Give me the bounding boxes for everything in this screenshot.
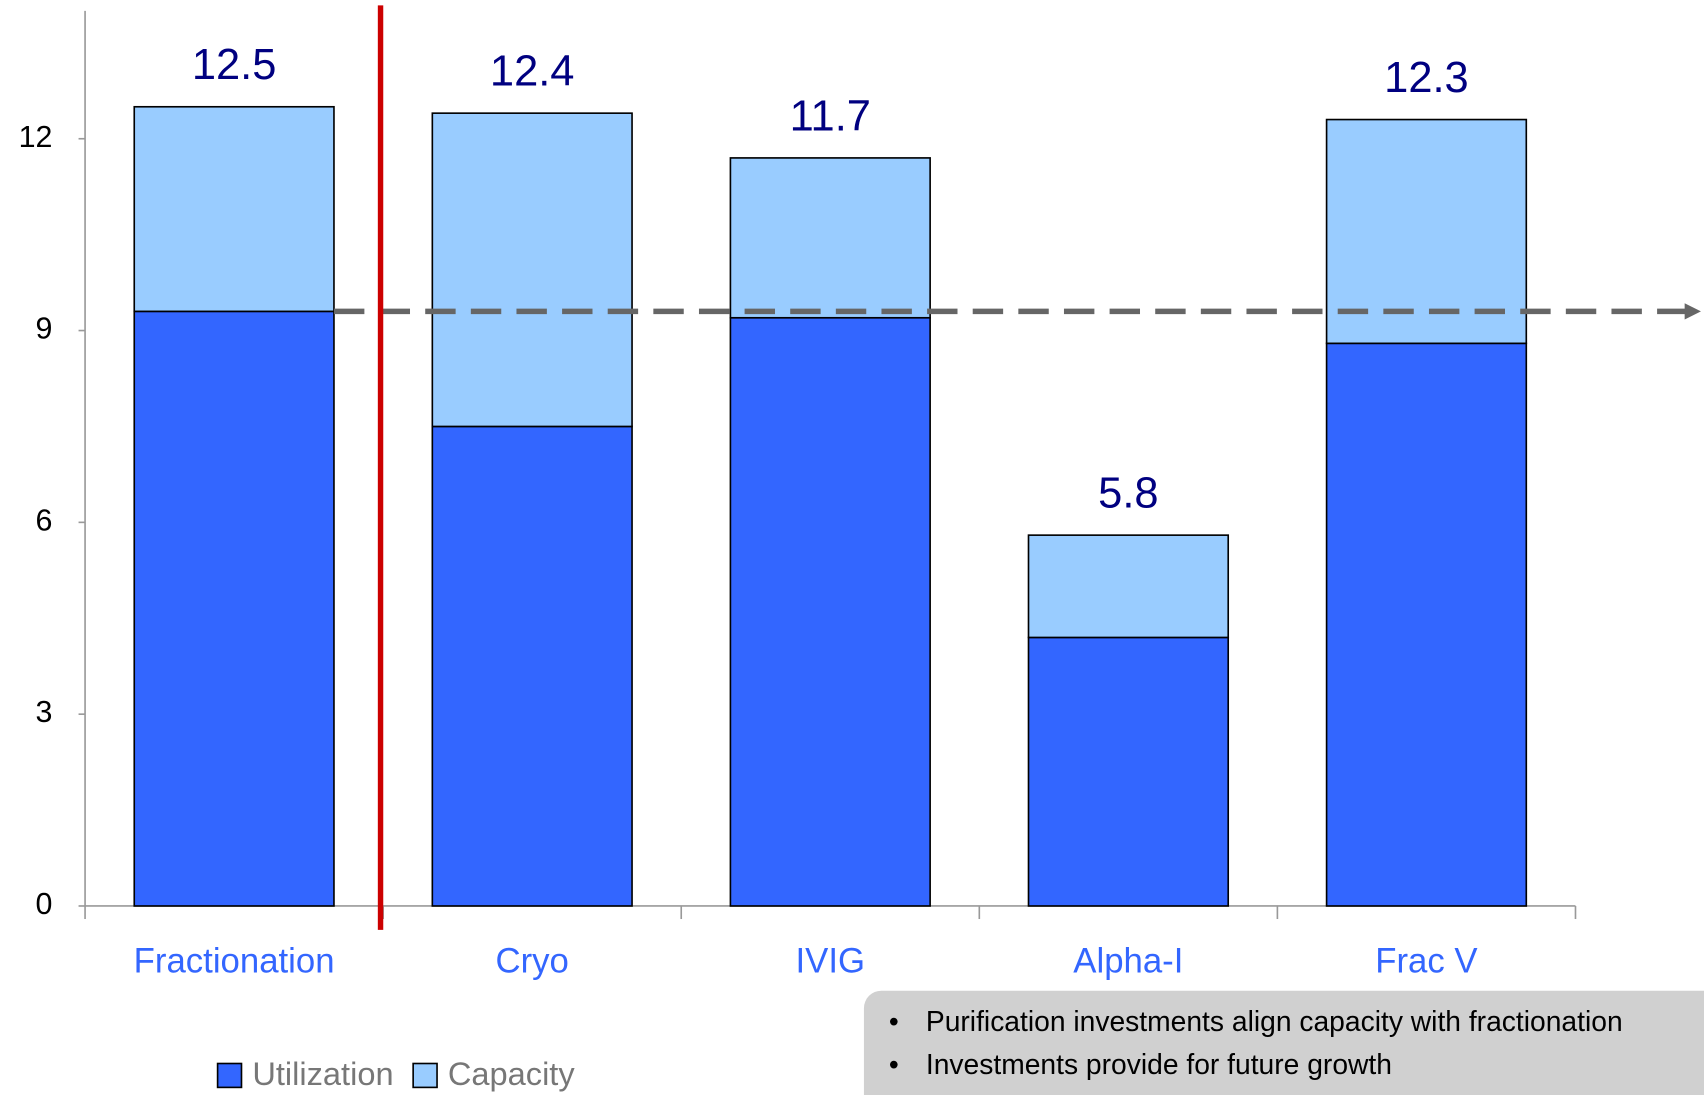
callout-box bbox=[863, 990, 1704, 1095]
legend-label: Utilization bbox=[252, 1056, 393, 1092]
bar-segment bbox=[1325, 118, 1528, 345]
legend-swatch bbox=[216, 1062, 243, 1089]
legend-label: Capacity bbox=[448, 1056, 575, 1092]
y-tick-label: 3 bbox=[36, 695, 53, 729]
note-bullet: • bbox=[889, 1048, 899, 1080]
bar-segment bbox=[431, 425, 633, 907]
y-tick-label: 9 bbox=[36, 312, 53, 346]
y-tick-label: 12 bbox=[19, 120, 53, 154]
bar-segment bbox=[729, 157, 931, 319]
x-tick-label: IVIG bbox=[796, 943, 866, 981]
bar-segment bbox=[1027, 534, 1230, 639]
total-label: 12.5 bbox=[192, 41, 277, 89]
note-text: Investments provide for future growth bbox=[926, 1048, 1392, 1080]
y-tick-label: 0 bbox=[36, 887, 53, 921]
x-tick-label: Frac V bbox=[1375, 943, 1478, 981]
bar-segment bbox=[431, 112, 633, 428]
bar-segment bbox=[1027, 636, 1230, 907]
total-label: 12.4 bbox=[490, 48, 575, 96]
bar-segment bbox=[1325, 342, 1528, 907]
total-label: 5.8 bbox=[1098, 470, 1158, 518]
bar-segment bbox=[133, 105, 335, 313]
legend-swatch bbox=[412, 1062, 438, 1089]
y-tick-label: 6 bbox=[36, 503, 53, 537]
total-label: 12.3 bbox=[1384, 54, 1469, 102]
note-bullet: • bbox=[889, 1005, 899, 1037]
note-text: Purification investments align capacity … bbox=[926, 1005, 1623, 1037]
x-tick-label: Alpha-I bbox=[1073, 943, 1183, 981]
x-tick-label: Cryo bbox=[496, 943, 569, 981]
bar-segment bbox=[133, 310, 335, 907]
total-label: 11.7 bbox=[790, 92, 871, 140]
x-tick-label: Fractionation bbox=[134, 943, 335, 981]
bar-segment bbox=[729, 316, 931, 907]
